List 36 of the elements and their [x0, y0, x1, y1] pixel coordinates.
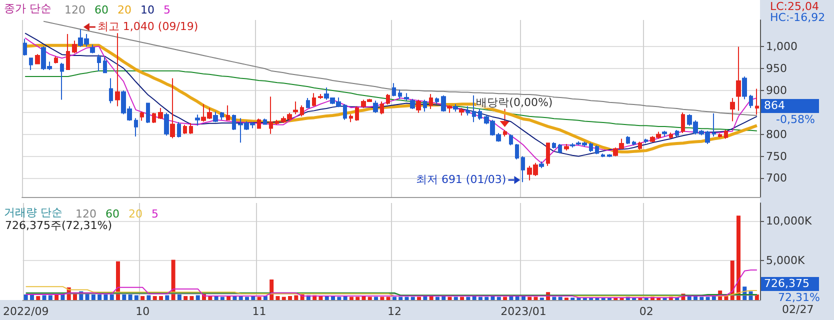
- y-tick-label: 5,000K: [766, 254, 806, 268]
- text: -0,58%: [776, 113, 815, 126]
- annotation: 최고 1,040 (09/19): [97, 20, 198, 33]
- text: 120: [75, 208, 96, 220]
- y-tick-label: 10,000K: [766, 214, 812, 228]
- annotation: 배당락(0,00%): [476, 96, 553, 109]
- x-tick-label: 02: [639, 305, 654, 318]
- text: 5: [163, 4, 170, 16]
- text: 10: [140, 4, 154, 16]
- text: 60: [94, 4, 108, 16]
- text: 72,31%: [778, 291, 820, 304]
- y-tick-label: 1,000: [766, 40, 798, 54]
- x-tick-label: 2022/09: [2, 305, 49, 318]
- x-tick-label: 11: [252, 305, 266, 318]
- annotation: 최저 691 (01/03): [416, 173, 506, 186]
- text: HC:-16,92: [770, 11, 826, 24]
- text: 864: [764, 99, 785, 112]
- y-tick-label: 900: [766, 84, 787, 98]
- text: 20: [117, 4, 132, 16]
- x-tick-label: 12: [387, 305, 402, 318]
- annotation: 726,375주(72,31%): [5, 219, 112, 232]
- legend-title: 거래량 단순: [4, 206, 62, 219]
- text: 20: [128, 208, 142, 220]
- legend-title: 종가 단순: [4, 2, 52, 15]
- x-tick-label: 10: [136, 305, 150, 318]
- y-tick-label: 700: [766, 172, 787, 185]
- text: 60: [105, 208, 120, 220]
- text: 726,375: [764, 277, 810, 290]
- text: 02/27: [782, 303, 814, 316]
- y-tick-label: 800: [766, 128, 787, 141]
- x-tick-label: 2023/01: [500, 305, 546, 318]
- y-tick-label: 950: [766, 62, 787, 76]
- series-label: 120: [64, 4, 86, 16]
- text: 5: [151, 208, 158, 220]
- text: LC:25,04: [770, 0, 820, 13]
- y-tick-label: 750: [766, 150, 787, 163]
